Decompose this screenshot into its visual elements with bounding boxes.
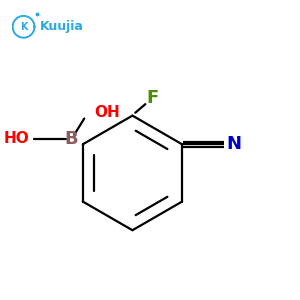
Text: F: F — [146, 89, 159, 107]
Text: K: K — [20, 22, 27, 32]
Text: HO: HO — [4, 131, 30, 146]
Text: B: B — [64, 130, 78, 148]
Text: OH: OH — [94, 105, 120, 120]
Text: Kuujia: Kuujia — [40, 20, 83, 33]
Text: N: N — [226, 135, 242, 153]
